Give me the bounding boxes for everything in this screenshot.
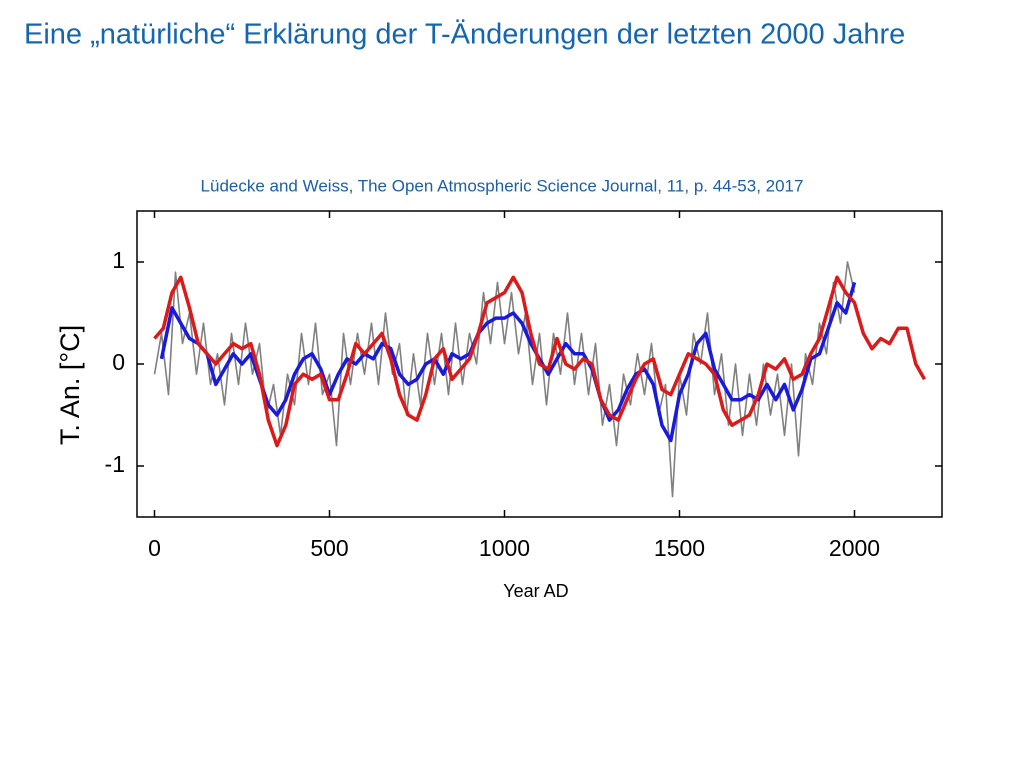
x-tick-label: 1000 bbox=[479, 535, 530, 561]
y-tick-label: 1 bbox=[112, 247, 125, 273]
x-axis-label: Year AD bbox=[503, 581, 568, 601]
y-tick-label: -1 bbox=[105, 451, 125, 477]
series-line bbox=[153, 261, 856, 498]
series-line bbox=[153, 275, 927, 448]
chart-subtitle: Lüdecke and Weiss, The Open Atmospheric … bbox=[201, 176, 804, 195]
slide-title: Eine „natürliche“ Erklärung der T-Änderu… bbox=[24, 19, 905, 51]
x-tick-label: 2000 bbox=[829, 535, 880, 561]
x-tick-label: 500 bbox=[310, 535, 348, 561]
x-tick-label: 0 bbox=[148, 535, 161, 561]
y-tick-label: 0 bbox=[112, 349, 125, 375]
y-axis-label: T. An. [°C] bbox=[55, 325, 85, 445]
x-tick-label: 1500 bbox=[654, 535, 705, 561]
series-line bbox=[159, 281, 857, 443]
